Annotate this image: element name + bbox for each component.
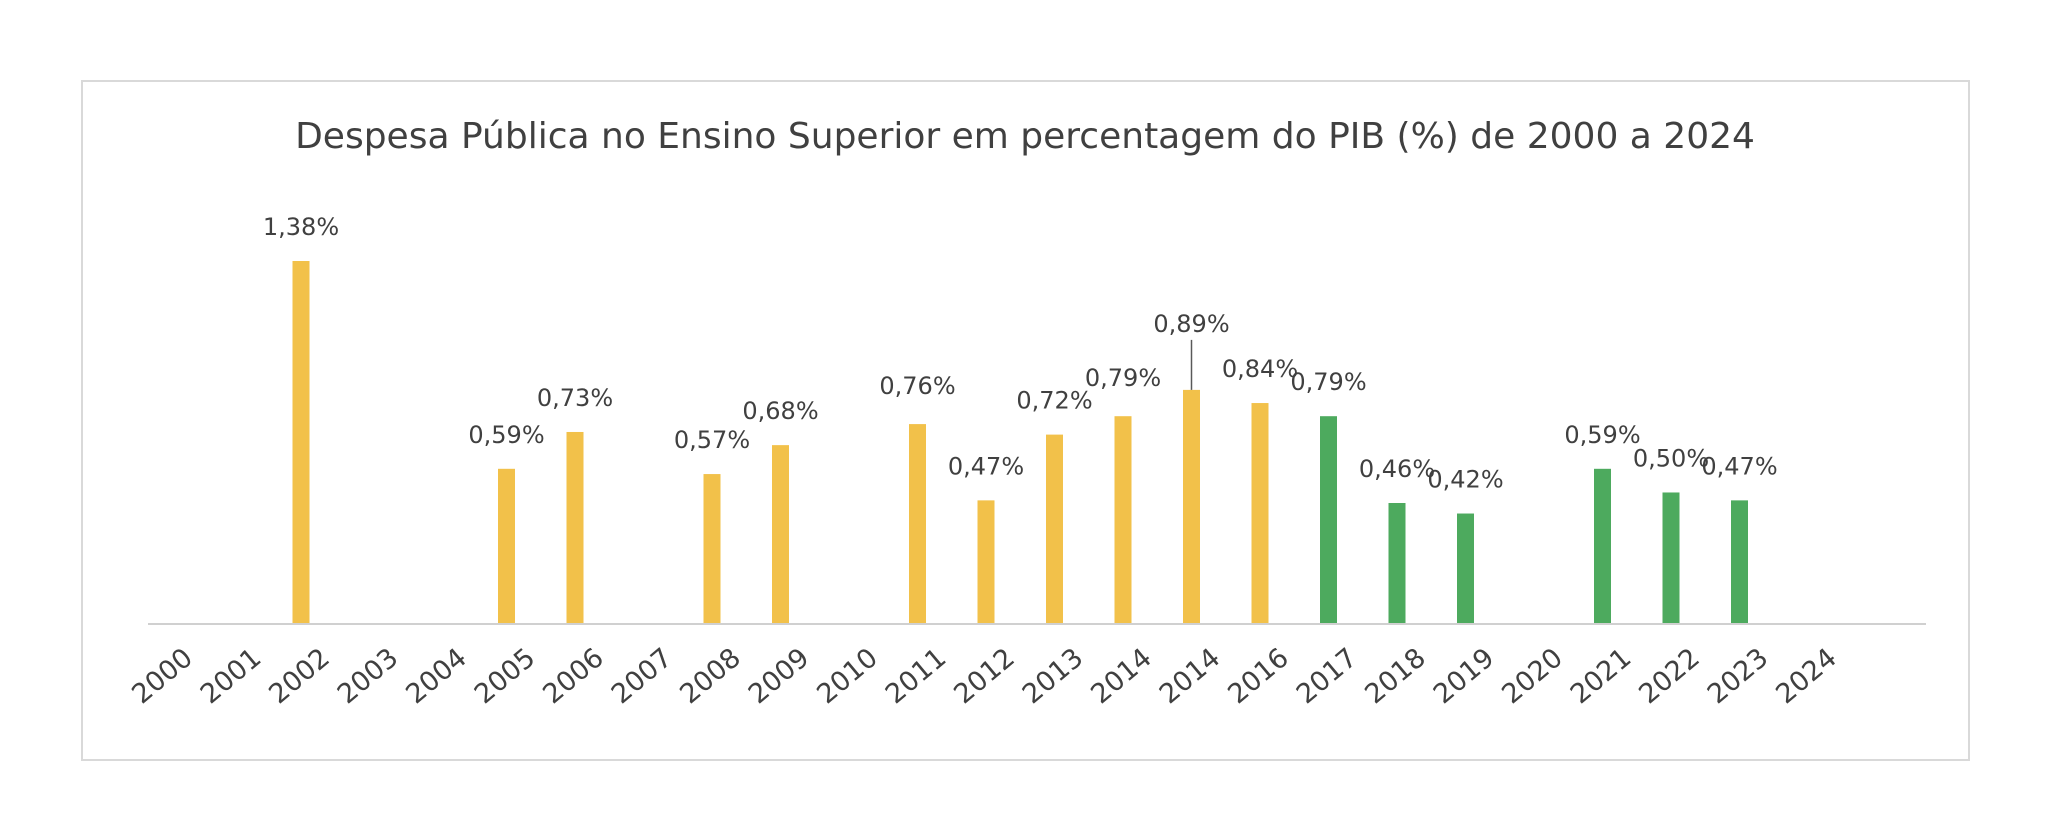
data-label: 0,46% xyxy=(1359,455,1435,483)
bar xyxy=(1731,500,1748,624)
bar xyxy=(1594,468,1611,624)
x-tick-label: 2010 xyxy=(811,642,884,710)
data-label: 0,89% xyxy=(1153,310,1229,338)
data-label: 0,72% xyxy=(1016,387,1092,415)
data-label: 0,68% xyxy=(742,397,818,425)
x-tick-label: 2014 xyxy=(1085,642,1158,710)
data-label: 0,47% xyxy=(1701,452,1777,480)
data-label: 0,59% xyxy=(468,421,544,449)
bar xyxy=(1183,389,1200,624)
x-tick-label: 2006 xyxy=(537,642,610,710)
bar xyxy=(977,500,995,624)
x-tick-label: 2019 xyxy=(1428,642,1501,710)
data-label: 1,38% xyxy=(263,213,339,241)
bar xyxy=(1320,416,1337,624)
data-label: 0,79% xyxy=(1085,364,1161,392)
bar xyxy=(909,424,926,624)
x-tick-label: 2024 xyxy=(1770,642,1843,710)
bar xyxy=(1388,503,1406,624)
bar xyxy=(566,431,584,624)
x-tick-label: 2013 xyxy=(1017,642,1090,710)
x-tick-label: 2004 xyxy=(400,642,473,710)
data-label: 0,59% xyxy=(1564,421,1640,449)
data-label: 0,76% xyxy=(879,372,955,400)
data-label: 0,50% xyxy=(1633,444,1709,472)
x-tick-label: 2023 xyxy=(1702,642,1775,710)
bar xyxy=(1114,416,1132,624)
data-label: 0,47% xyxy=(948,452,1024,480)
x-tick-label: 2001 xyxy=(195,642,268,710)
bar xyxy=(1457,513,1474,624)
chart-title: Despesa Pública no Ensino Superior em pe… xyxy=(295,116,1755,157)
x-tick-label: 2018 xyxy=(1359,642,1432,710)
x-tick-label: 2000 xyxy=(126,642,199,710)
bar xyxy=(703,474,721,624)
bar xyxy=(292,261,310,624)
data-label: 0,79% xyxy=(1290,368,1366,396)
x-tick-label: 2012 xyxy=(948,642,1021,710)
chart-frame: Despesa Pública no Ensino Superior em pe… xyxy=(81,80,1970,761)
x-tick-label: 2003 xyxy=(332,642,405,710)
data-label: 0,42% xyxy=(1427,466,1503,494)
x-tick-label: 2016 xyxy=(1222,642,1295,710)
x-tick-label: 2014 xyxy=(1154,642,1227,710)
x-tick-label: 2009 xyxy=(743,642,816,710)
bar xyxy=(1251,403,1269,624)
x-tick-label: 2020 xyxy=(1496,642,1569,710)
x-tick-labels-layer: 2000200120022003200420052006200720082009… xyxy=(126,642,1843,710)
x-tick-label: 2022 xyxy=(1633,642,1706,710)
bar-chart: Despesa Pública no Ensino Superior em pe… xyxy=(126,116,1926,710)
x-tick-label: 2007 xyxy=(606,642,679,710)
x-tick-label: 2002 xyxy=(263,642,336,710)
bar xyxy=(1662,492,1680,624)
bar xyxy=(498,468,515,624)
x-tick-label: 2008 xyxy=(674,642,747,710)
data-label: 0,73% xyxy=(537,384,613,412)
data-labels-layer: 1,38% 0,59% 0,73% 0,57%0,68% 0,76% 0,47% 0,72%… xyxy=(263,213,1778,494)
data-label: 0,84% xyxy=(1222,355,1298,383)
data-label: 0,57% xyxy=(674,426,750,454)
x-tick-label: 2005 xyxy=(469,642,542,710)
x-tick-label: 2017 xyxy=(1291,642,1364,710)
bar xyxy=(1046,434,1063,624)
x-tick-label: 2011 xyxy=(880,642,953,710)
x-tick-label: 2021 xyxy=(1565,642,1638,710)
bar xyxy=(772,445,789,624)
bars-layer xyxy=(292,261,1748,624)
